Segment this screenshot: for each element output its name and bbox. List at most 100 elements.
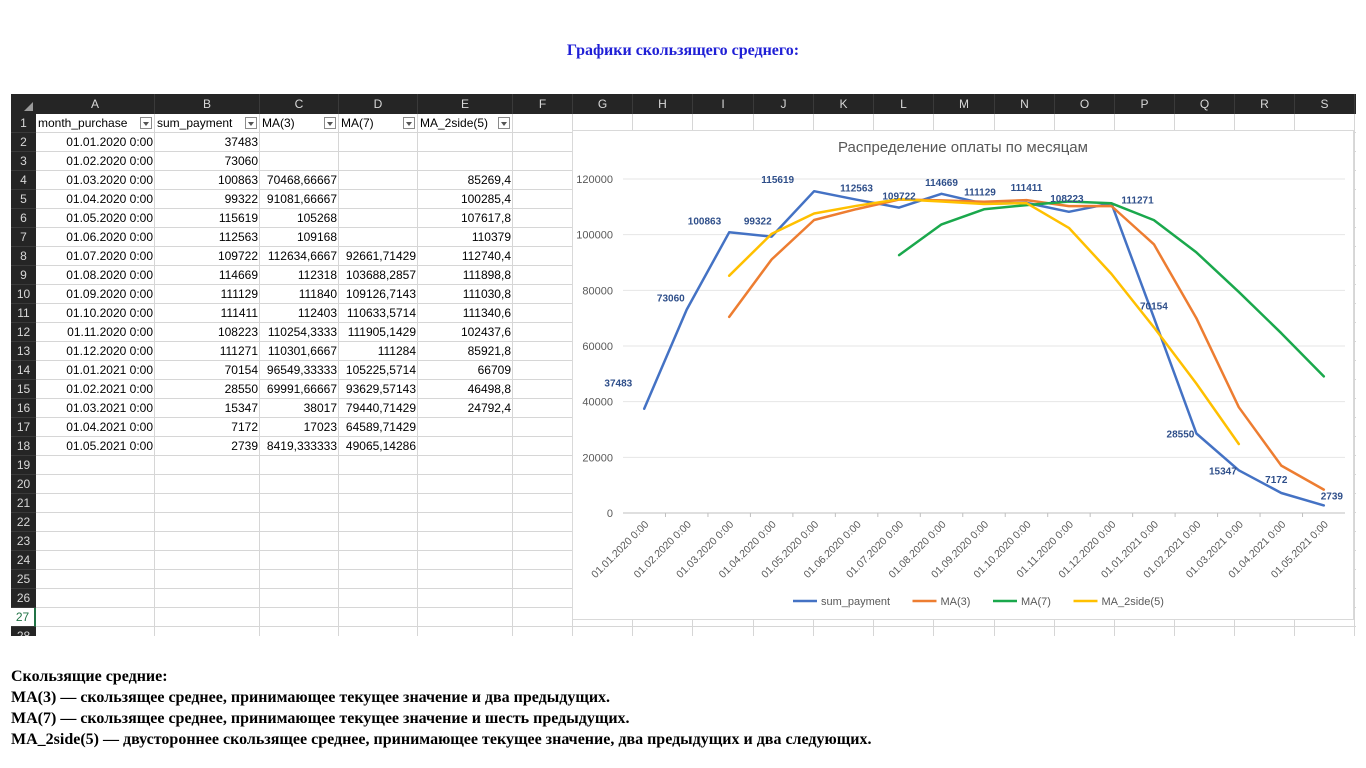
row-header-10[interactable]: 10 [11, 285, 36, 304]
cell-e11[interactable]: 111340,6 [462, 306, 511, 320]
cell-c10[interactable]: 111840 [298, 287, 337, 301]
cell-d4[interactable] [339, 171, 418, 190]
column-header-o[interactable]: O [1055, 94, 1115, 114]
row-header-23[interactable]: 23 [11, 532, 36, 551]
column-header-n[interactable]: N [995, 94, 1055, 114]
cell-a12[interactable]: 01.11.2020 0:00 [67, 325, 153, 339]
cell-a11[interactable]: 01.10.2020 0:00 [66, 306, 153, 320]
cell-d18[interactable]: 49065,14286 [345, 439, 416, 453]
cell-d14[interactable]: 105225,5714 [345, 363, 416, 377]
column-header-p[interactable]: P [1115, 94, 1175, 114]
cell-b7[interactable]: 112563 [218, 230, 258, 244]
cell-b3[interactable]: 73060 [224, 154, 258, 168]
cell-c6[interactable]: 105268 [296, 211, 337, 225]
row-header-15[interactable]: 15 [11, 380, 36, 399]
cell-e12[interactable]: 102437,6 [460, 325, 511, 339]
cell-b4[interactable]: 100863 [217, 173, 258, 187]
cell-b16[interactable]: 15347 [224, 401, 258, 415]
row-header-27[interactable]: 27 [11, 608, 36, 627]
row-header-1[interactable]: 1 [11, 114, 36, 133]
column-header-b[interactable]: B [155, 94, 260, 114]
cell-c8[interactable]: 112634,6667 [267, 249, 337, 263]
cell-d7[interactable] [339, 228, 418, 247]
row-header-2[interactable]: 2 [11, 133, 36, 152]
cell-c13[interactable]: 110301,6667 [267, 344, 337, 358]
cell-d3[interactable] [339, 152, 418, 171]
cell-e2[interactable] [418, 133, 513, 152]
cell-a3[interactable]: 01.02.2020 0:00 [66, 154, 153, 168]
header-cell-sum-payment[interactable]: sum_payment [157, 116, 233, 130]
cell-a16[interactable]: 01.03.2021 0:00 [66, 401, 153, 415]
column-header-c[interactable]: C [260, 94, 339, 114]
cell-d6[interactable] [339, 209, 418, 228]
cell-e13[interactable]: 85921,8 [467, 344, 511, 358]
row-header-5[interactable]: 5 [11, 190, 36, 209]
cell-d16[interactable]: 79440,71429 [345, 401, 416, 415]
header-cell-ma-7[interactable]: MA(7) [341, 116, 374, 130]
cell-b6[interactable]: 115619 [218, 211, 258, 225]
cell-c17[interactable]: 17023 [303, 420, 337, 434]
cell-d9[interactable]: 103688,2857 [345, 268, 416, 282]
cell-d11[interactable]: 110633,5714 [346, 306, 416, 320]
row-header-18[interactable]: 18 [11, 437, 36, 456]
cell-b9[interactable]: 114669 [218, 268, 258, 282]
cell-d15[interactable]: 93629,57143 [345, 382, 416, 396]
row-header-22[interactable]: 22 [11, 513, 36, 532]
row-header-20[interactable]: 20 [11, 475, 36, 494]
column-header-a[interactable]: A [36, 94, 155, 114]
header-cell-ma-2side-5[interactable]: MA_2side(5) [420, 116, 489, 130]
row-header-25[interactable]: 25 [11, 570, 36, 589]
column-header-i[interactable]: I [693, 94, 754, 114]
row-header-21[interactable]: 21 [11, 494, 36, 513]
cell-e18[interactable] [418, 437, 513, 456]
row-header-7[interactable]: 7 [11, 228, 36, 247]
row-header-9[interactable]: 9 [11, 266, 36, 285]
column-header-j[interactable]: J [754, 94, 814, 114]
header-cell-ma-3[interactable]: MA(3) [262, 116, 295, 130]
cell-a4[interactable]: 01.03.2020 0:00 [66, 173, 153, 187]
cell-d17[interactable]: 64589,71429 [345, 420, 416, 434]
cell-b15[interactable]: 28550 [224, 382, 258, 396]
cell-c9[interactable]: 112318 [297, 268, 337, 282]
row-header-12[interactable]: 12 [11, 323, 36, 342]
cell-d12[interactable]: 111905,1429 [347, 325, 416, 339]
cell-e3[interactable] [418, 152, 513, 171]
cell-c18[interactable]: 8419,333333 [266, 439, 337, 453]
cell-a10[interactable]: 01.09.2020 0:00 [66, 287, 153, 301]
row-header-14[interactable]: 14 [11, 361, 36, 380]
line-chart[interactable]: Распределение оплаты по месяцам 0 20000 400… [572, 130, 1354, 620]
column-header-r[interactable]: R [1235, 94, 1295, 114]
cell-b8[interactable]: 109722 [217, 249, 258, 263]
cell-c15[interactable]: 69991,66667 [266, 382, 337, 396]
filter-dropdown-icon[interactable] [324, 117, 336, 129]
column-header-q[interactable]: Q [1175, 94, 1235, 114]
cell-c2[interactable] [260, 133, 339, 152]
cell-d5[interactable] [339, 190, 418, 209]
row-header-4[interactable]: 4 [11, 171, 36, 190]
row-header-6[interactable]: 6 [11, 209, 36, 228]
column-header-s[interactable]: S [1295, 94, 1355, 114]
cell-c16[interactable]: 38017 [303, 401, 337, 415]
cell-c14[interactable]: 96549,33333 [266, 363, 337, 377]
cell-d2[interactable] [339, 133, 418, 152]
cell-e4[interactable]: 85269,4 [467, 173, 511, 187]
header-cell-month-purchase[interactable]: month_purchase [38, 116, 128, 130]
cell-a7[interactable]: 01.06.2020 0:00 [66, 230, 153, 244]
row-header-3[interactable]: 3 [11, 152, 36, 171]
column-header-h[interactable]: H [633, 94, 693, 114]
cell-e15[interactable]: 46498,8 [467, 382, 511, 396]
cell-b14[interactable]: 70154 [224, 363, 258, 377]
cell-a15[interactable]: 01.02.2021 0:00 [66, 382, 153, 396]
cell-d8[interactable]: 92661,71429 [345, 249, 416, 263]
cell-c7[interactable]: 109168 [296, 230, 337, 244]
cell-c12[interactable]: 110254,3333 [267, 325, 337, 339]
cell-a9[interactable]: 01.08.2020 0:00 [66, 268, 153, 282]
cell-a17[interactable]: 01.04.2021 0:00 [66, 420, 153, 434]
cell-c3[interactable] [260, 152, 339, 171]
cell-b13[interactable]: 111271 [219, 344, 258, 358]
filter-dropdown-icon[interactable] [498, 117, 510, 129]
row-header-16[interactable]: 16 [11, 399, 36, 418]
row-header-28[interactable]: 28 [11, 627, 36, 636]
column-header-g[interactable]: G [573, 94, 633, 114]
cell-d13[interactable]: 111284 [377, 344, 416, 358]
